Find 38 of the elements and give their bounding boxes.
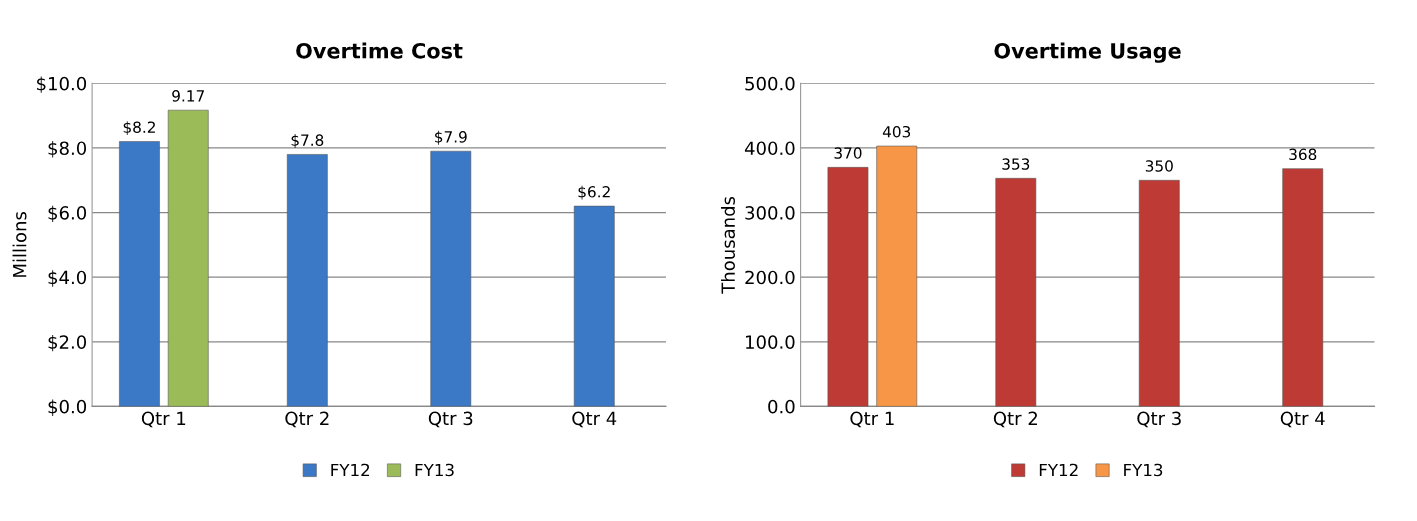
data-label: $6.2 [578, 185, 610, 200]
x-tick-label: Qtr 2 [993, 411, 1037, 428]
data-label: 9.17 [172, 90, 204, 102]
y-tick-label: 100.0 [746, 335, 795, 349]
data-label: $7.9 [435, 130, 467, 145]
y-tick-label: $0.0 [48, 399, 87, 416]
y-axis-title: Millions [12, 211, 27, 277]
x-tick-label: Qtr 3 [428, 411, 473, 428]
y-tick-label: $2.0 [48, 334, 87, 352]
data-label: $7.8 [291, 134, 324, 148]
data-label: 350 [1145, 160, 1173, 172]
chart-title: Overtime Cost [296, 42, 463, 59]
y-tick-label: $8.0 [48, 141, 87, 158]
legend-label: FY12 [1039, 463, 1078, 477]
chart-title: Overtime Usage [994, 42, 1181, 63]
y-tick-label: $4.0 [48, 270, 87, 287]
x-tick-label: Qtr 1 [141, 411, 186, 428]
data-label: 403 [882, 125, 911, 138]
y-tick-label: 0.0 [768, 399, 795, 414]
data-label: 368 [1289, 148, 1317, 161]
x-tick-label: Qtr 1 [850, 411, 894, 428]
y-tick-label: 200.0 [745, 270, 795, 285]
x-tick-label: Qtr 4 [572, 411, 617, 428]
y-tick-label: $6.0 [48, 205, 87, 223]
data-label: 353 [1002, 158, 1030, 170]
y-tick-label: 300.0 [745, 206, 795, 220]
x-tick-label: Qtr 3 [1137, 411, 1181, 428]
y-tick-label: 500.0 [745, 76, 795, 91]
y-axis-title: Thousands [721, 196, 735, 294]
data-label: $8.2 [123, 121, 155, 136]
legend-label: FY12 [331, 463, 370, 477]
legend-label: FY13 [415, 463, 454, 477]
data-label: 370 [834, 147, 862, 159]
legend-label: FY13 [1124, 463, 1163, 477]
x-tick-label: Qtr 2 [285, 411, 329, 428]
y-tick-label: 400.0 [744, 141, 795, 156]
y-tick-label: $10.0 [37, 76, 87, 93]
x-tick-label: Qtr 4 [1280, 411, 1325, 428]
